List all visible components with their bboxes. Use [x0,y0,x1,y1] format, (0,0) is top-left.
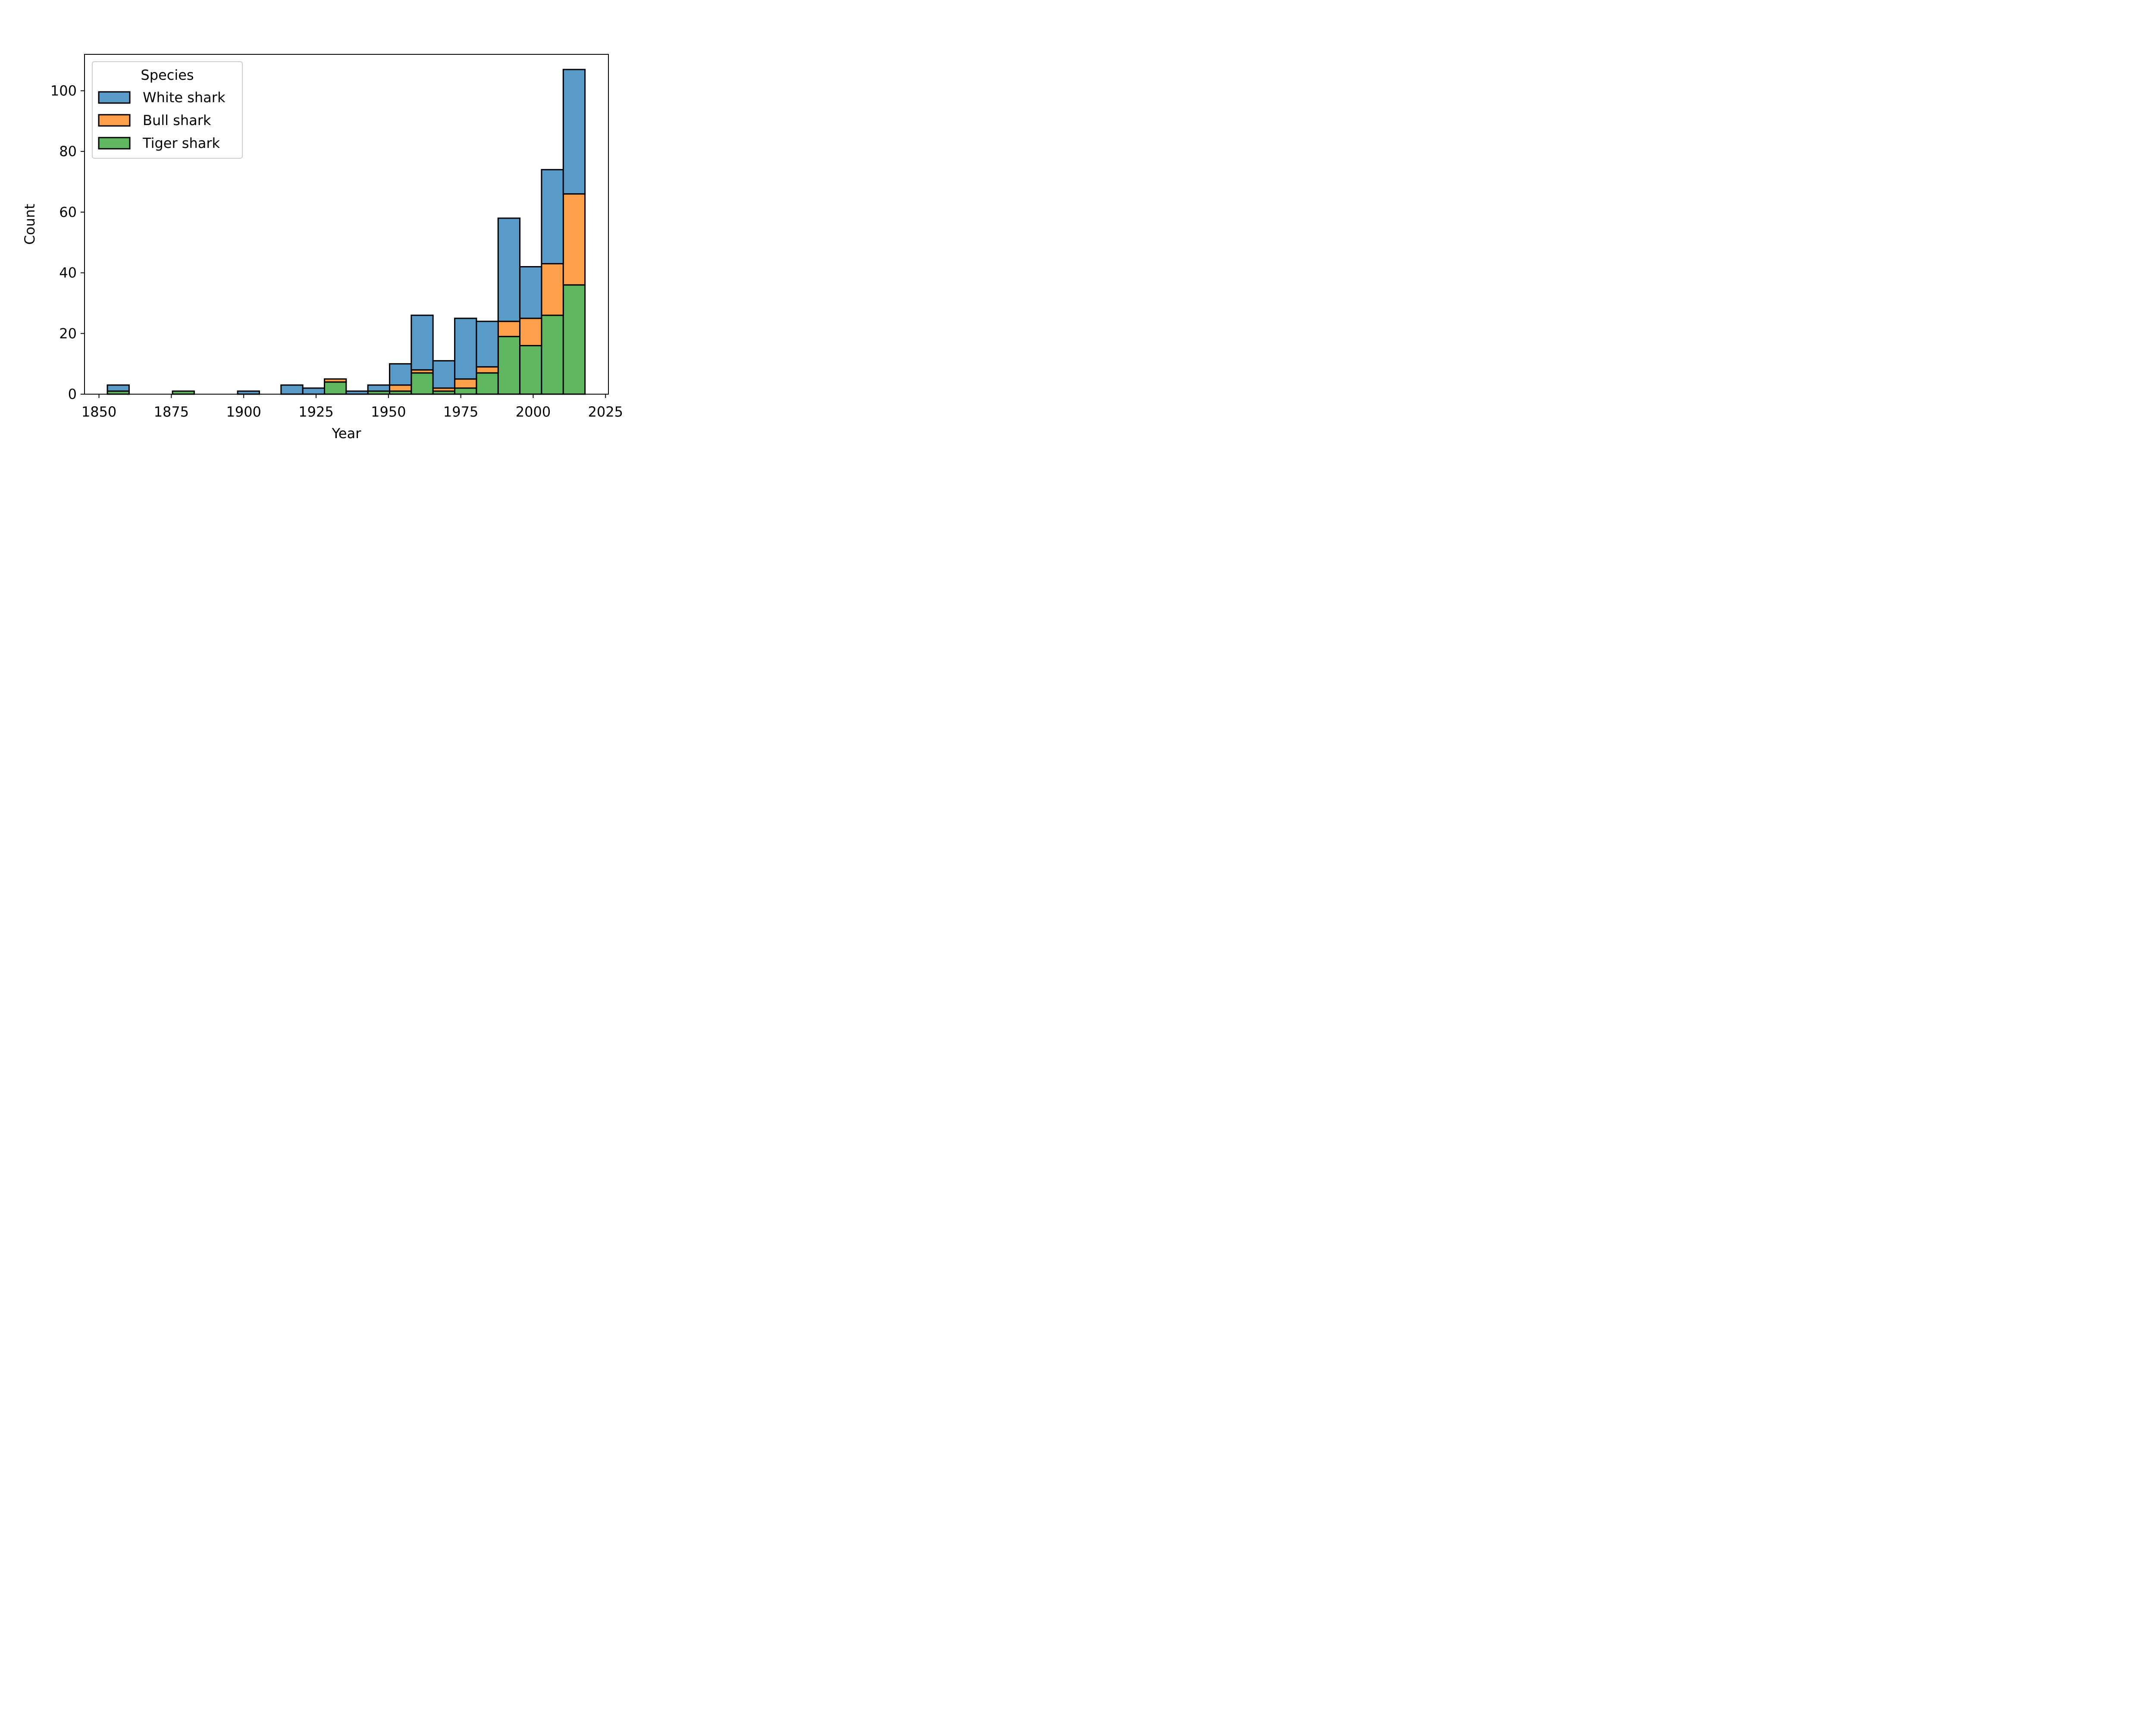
bar-white-shark [411,314,434,371]
y-tick-label: 40 [59,265,77,281]
bar-white-shark [107,384,130,392]
legend-swatch-white-shark [98,91,131,104]
x-tick-label: 1975 [443,404,478,420]
y-tick-label: 0 [68,386,77,402]
bar-tiger-shark [541,314,564,395]
bar-tiger-shark [411,372,434,395]
bar-white-shark [541,169,564,264]
bar-bull-shark [541,263,564,316]
x-tick-label: 1925 [298,404,333,420]
plot-frame [84,54,609,395]
bar-white-shark [389,363,412,386]
bar-tiger-shark [476,372,499,395]
y-tick-label: 100 [50,82,77,99]
bar-tiger-shark [519,345,542,395]
x-tick-label: 2000 [516,404,551,420]
bar-bull-shark [562,193,586,286]
bar-bull-shark [323,378,347,383]
bar-tiger-shark [562,284,586,395]
bar-white-shark [476,320,499,368]
x-tick-label: 1900 [226,404,261,420]
y-axis-label: Count [22,204,38,245]
bar-white-shark [432,360,456,389]
axes-group: 1850 1875 1900 1925 1950 1975 2000 2025 0 20 40 60 8… [50,54,623,420]
y-tick-label: 20 [59,325,77,342]
x-tick-label: 1875 [154,404,189,420]
bar-white-shark [497,217,521,322]
legend: Species White shark Bull shark Tiger shark [92,61,243,159]
bar-tiger-shark [454,387,477,395]
bar-white-shark [302,387,325,395]
bar-white-shark [280,384,304,395]
bar-tiger-shark [172,390,195,395]
bar-white-shark [367,384,391,392]
bar-bull-shark [389,384,412,392]
x-axis-label: Year [332,425,362,442]
bar-bull-shark [519,317,542,346]
x-tick-label: 2025 [588,404,623,420]
bar-bull-shark [497,320,521,337]
legend-label-white-shark: White shark [143,89,226,106]
legend-label-tiger-shark: Tiger shark [142,135,220,151]
stacked-histogram-chart: 1850 1875 1900 1925 1950 1975 2000 2025 0 20 40 60 8… [0,0,667,451]
y-tick-label: 60 [59,204,77,220]
bar-white-shark [237,390,260,395]
legend-label-bull-shark: Bull shark [143,112,211,129]
bar-white-shark [562,69,586,195]
legend-swatch-bull-shark [98,114,131,127]
legend-box [92,61,243,159]
bar-tiger-shark [497,336,521,395]
bars-group [107,69,586,395]
bar-white-shark [345,390,369,395]
legend-swatch-tiger-shark [98,137,131,150]
bar-bull-shark [454,378,477,389]
bar-tiger-shark [323,381,347,395]
x-tick-label: 1950 [371,404,406,420]
x-tick-label: 1850 [81,404,116,420]
bar-white-shark [454,317,477,380]
bar-bull-shark [476,366,499,374]
legend-title: Species [141,67,194,83]
y-tick-label: 80 [59,143,77,160]
bar-white-shark [519,266,542,319]
